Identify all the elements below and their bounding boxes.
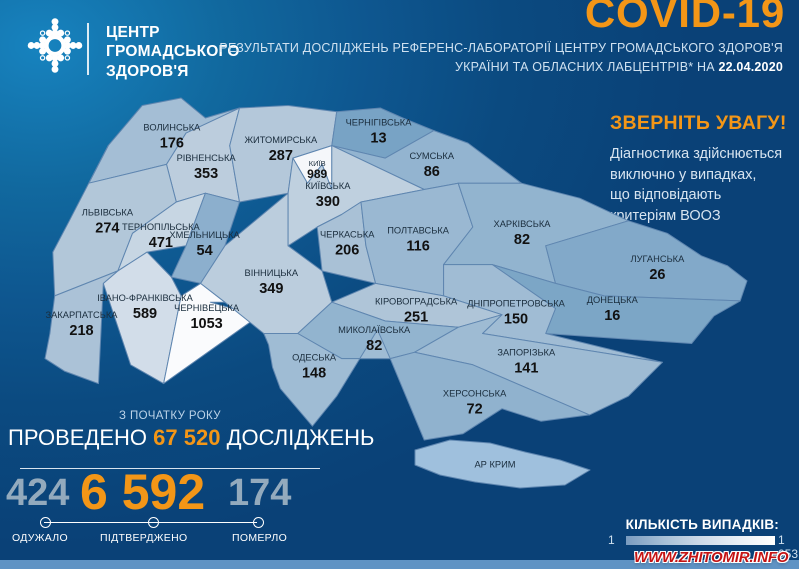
svg-text:ЖИТОМИРСЬКА: ЖИТОМИРСЬКА [244,135,318,145]
svg-text:1053: 1053 [190,316,222,332]
svg-text:АР КРИМ: АР КРИМ [474,460,515,470]
svg-text:ЗАКАРПАТСЬКА: ЗАКАРПАТСЬКА [46,310,119,320]
svg-text:ЧЕРНІГІВСЬКА: ЧЕРНІГІВСЬКА [346,118,413,128]
svg-text:349: 349 [259,281,283,297]
svg-text:72: 72 [467,401,483,417]
svg-text:150: 150 [504,312,528,328]
svg-text:141: 141 [514,360,538,376]
svg-text:251: 251 [404,309,428,325]
svg-text:176: 176 [160,136,184,152]
svg-text:МИКОЛАЇВСЬКА: МИКОЛАЇВСЬКА [338,325,411,335]
svg-text:989: 989 [307,167,327,181]
svg-text:ЧЕРНІВЕЦЬКА: ЧЕРНІВЕЦЬКА [174,303,240,313]
svg-text:82: 82 [366,338,382,354]
svg-text:206: 206 [335,243,359,259]
svg-text:ВІННИЦЬКА: ВІННИЦЬКА [245,268,299,278]
svg-text:КІРОВОГРАДСЬКА: КІРОВОГРАДСЬКА [375,296,458,306]
svg-text:ДОНЕЦЬКА: ДОНЕЦЬКА [587,295,639,305]
svg-text:ДНІПРОПЕТРОВСЬКА: ДНІПРОПЕТРОВСЬКА [467,299,565,309]
svg-text:ЛУГАНСЬКА: ЛУГАНСЬКА [631,254,686,264]
svg-text:СУМСЬКА: СУМСЬКА [410,151,455,161]
svg-text:353: 353 [194,166,218,182]
svg-text:ІВАНО-ФРАНКІВСЬКА: ІВАНО-ФРАНКІВСЬКА [97,293,193,303]
svg-text:589: 589 [133,306,157,322]
svg-text:54: 54 [197,243,213,259]
svg-text:86: 86 [424,164,440,180]
svg-text:148: 148 [302,366,326,382]
svg-text:ОДЕСЬКА: ОДЕСЬКА [292,353,337,363]
svg-text:274: 274 [95,221,119,237]
svg-text:16: 16 [604,308,620,324]
svg-text:ВОЛИНСЬКА: ВОЛИНСЬКА [143,123,201,133]
svg-text:287: 287 [269,148,293,164]
svg-text:ХМЕЛЬНИЦЬКА: ХМЕЛЬНИЦЬКА [169,230,240,240]
svg-text:ЛЬВІВСЬКА: ЛЬВІВСЬКА [82,208,134,218]
svg-text:82: 82 [514,232,530,248]
svg-text:ПОЛТАВСЬКА: ПОЛТАВСЬКА [387,225,450,235]
svg-text:ХЕРСОНСЬКА: ХЕРСОНСЬКА [443,388,507,398]
svg-text:13: 13 [370,131,386,147]
svg-text:116: 116 [406,238,429,254]
svg-text:КИЇВСЬКА: КИЇВСЬКА [305,181,351,191]
svg-text:390: 390 [316,194,340,210]
svg-text:26: 26 [649,267,665,283]
svg-text:РІВНЕНСЬКА: РІВНЕНСЬКА [177,153,237,163]
svg-text:ЗАПОРІЗЬКА: ЗАПОРІЗЬКА [497,347,556,357]
svg-text:218: 218 [69,323,93,339]
svg-text:ХАРКІВСЬКА: ХАРКІВСЬКА [494,219,552,229]
svg-text:ЧЕРКАСЬКА: ЧЕРКАСЬКА [320,230,375,240]
